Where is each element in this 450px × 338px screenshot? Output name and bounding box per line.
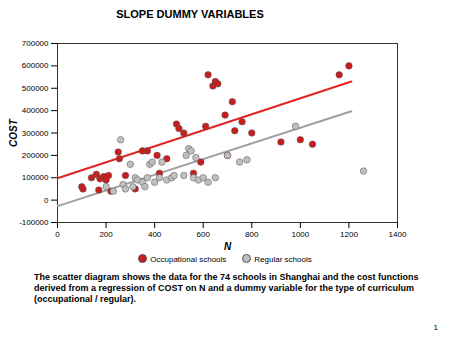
svg-text:600000: 600000 [22,61,49,70]
svg-text:1000: 1000 [291,230,309,239]
svg-text:400000: 400000 [22,106,49,115]
svg-text:500000: 500000 [22,84,49,93]
svg-text:700000: 700000 [22,39,49,48]
svg-text:600: 600 [197,230,211,239]
svg-text:400: 400 [148,230,162,239]
svg-text:1400: 1400 [389,230,407,239]
svg-text:COST: COST [8,118,19,147]
svg-text:200: 200 [99,230,113,239]
svg-text:100000: 100000 [22,173,49,182]
svg-text:0: 0 [44,196,49,205]
svg-text:0: 0 [55,230,60,239]
svg-text:N: N [224,241,232,252]
html-text:Occupational schools: Occupational schools [150,255,227,264]
html-text:SLOPE DUMMY VARIABLES: SLOPE DUMMY VARIABLES [116,8,264,20]
svg-text:300000: 300000 [22,129,49,138]
svg-text:-100000: -100000 [19,218,49,227]
svg-text:800: 800 [245,230,259,239]
html-text:Regular schools: Regular schools [254,255,312,264]
html-text:The scatter diagram shows the: The scatter diagram shows the data for t… [34,272,419,304]
svg-text:1200: 1200 [340,230,358,239]
html-text:1: 1 [433,323,438,332]
svg-text:200000: 200000 [22,151,49,160]
